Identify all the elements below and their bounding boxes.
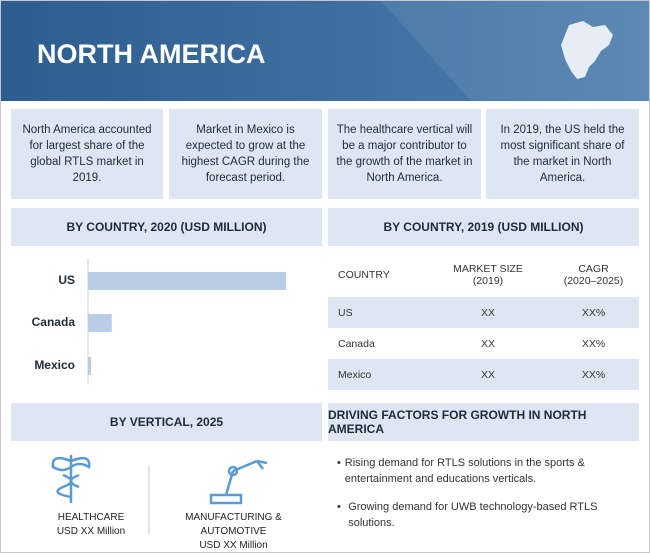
- table-cell: XX: [480, 368, 495, 381]
- y-tick-label: US: [58, 273, 75, 287]
- vertical-value: USD XX Million: [199, 540, 268, 551]
- table-row: [328, 297, 639, 328]
- vertical-value: USD XX Million: [56, 526, 126, 537]
- bar: [88, 357, 91, 375]
- y-tick-label: Canada: [32, 315, 76, 329]
- highlight: Market in Mexico is expected to grow at …: [169, 109, 322, 199]
- healthcare-icon: [51, 455, 91, 503]
- highlight: North America accounted for largest shar…: [11, 109, 163, 199]
- table-cell: XX: [480, 306, 495, 319]
- table-row: [328, 328, 639, 359]
- table-cell: Mexico: [338, 368, 372, 381]
- column-header: MARKET SIZE (2019): [453, 263, 523, 287]
- map-icon: [561, 21, 613, 79]
- vertical-icons: [51, 455, 268, 535]
- column-header: COUNTRY: [338, 269, 390, 281]
- vertical-name: MANUFACTURING & AUTOMOTIVE: [185, 512, 282, 537]
- table: COUNTRY MARKET SIZE (2019) CAGR (2020–2025…: [328, 255, 639, 391]
- column-header: CAGR (2020–2025): [563, 263, 624, 287]
- section-title: DRIVING FACTORS FOR GROWTH IN NORTH AMER…: [328, 403, 639, 441]
- section-title: BY VERTICAL, 2025: [11, 403, 322, 441]
- table-cell: Canada: [338, 337, 375, 350]
- drivers-list: • Rising demand for RTLS solutions in the…: [337, 455, 627, 531]
- banner: NORTH AMERICA: [1, 1, 649, 101]
- driver-item: Growing demand for UWB technology-based …: [348, 501, 598, 529]
- robot-icon: [209, 459, 268, 505]
- table-cell: XX%: [581, 306, 606, 319]
- bar: [88, 272, 286, 290]
- table-cell: XX%: [581, 337, 606, 350]
- section-title: BY COUNTRY, 2020 (USD MILLION): [11, 208, 322, 246]
- driver-item: Rising demand for RTLS solutions in the …: [344, 457, 585, 485]
- section-title: BY COUNTRY, 2019 (USD MILLION): [328, 208, 639, 246]
- table-cell: XX%: [581, 368, 606, 381]
- table-cell: US: [338, 306, 353, 319]
- bar-chart: US Canada Mexico: [32, 259, 286, 384]
- highlight: In 2019, the US held the most significan…: [486, 109, 639, 199]
- highlight: The healthcare vertical will be a major …: [328, 109, 481, 199]
- banner-bg: [1, 1, 649, 101]
- page-title: NORTH AMERICA: [37, 39, 266, 69]
- table-row: [328, 359, 639, 390]
- y-tick-label: Mexico: [34, 358, 75, 372]
- vertical-name: HEALTHCARE: [57, 512, 125, 523]
- bar: [88, 314, 112, 332]
- table-cell: XX: [480, 337, 495, 350]
